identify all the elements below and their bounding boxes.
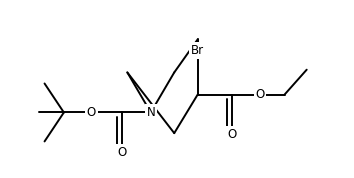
- Text: O: O: [117, 146, 126, 159]
- Text: N: N: [147, 106, 155, 119]
- Text: Br: Br: [191, 44, 204, 57]
- Text: O: O: [228, 128, 237, 141]
- Text: O: O: [87, 106, 96, 119]
- Text: O: O: [255, 88, 264, 101]
